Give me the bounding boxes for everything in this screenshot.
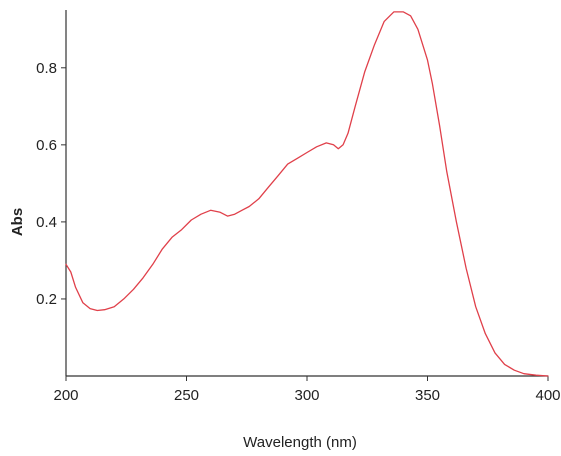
y-tick-label: 0.4 — [36, 214, 57, 231]
x-tick-label: 350 — [415, 387, 440, 404]
x-axis-title: Wavelength (nm) — [243, 434, 357, 451]
absorbance-series-line — [65, 11, 549, 377]
x-tick-label: 400 — [535, 387, 560, 404]
y-tick-label: 0.2 — [36, 291, 57, 308]
x-tick-label: 300 — [294, 387, 319, 404]
x-tick-label: 200 — [53, 387, 78, 404]
axes — [65, 10, 548, 377]
y-ticks: 0.2 0.4 0.6 0.8 — [36, 60, 66, 308]
series-layer — [65, 11, 549, 377]
y-tick-label: 0.6 — [36, 137, 57, 154]
x-tick-label: 250 — [174, 387, 199, 404]
x-ticks: 200 250 300 350 400 — [53, 376, 561, 404]
y-tick-label: 0.8 — [36, 60, 57, 77]
y-axis-title: Abs — [9, 208, 26, 236]
